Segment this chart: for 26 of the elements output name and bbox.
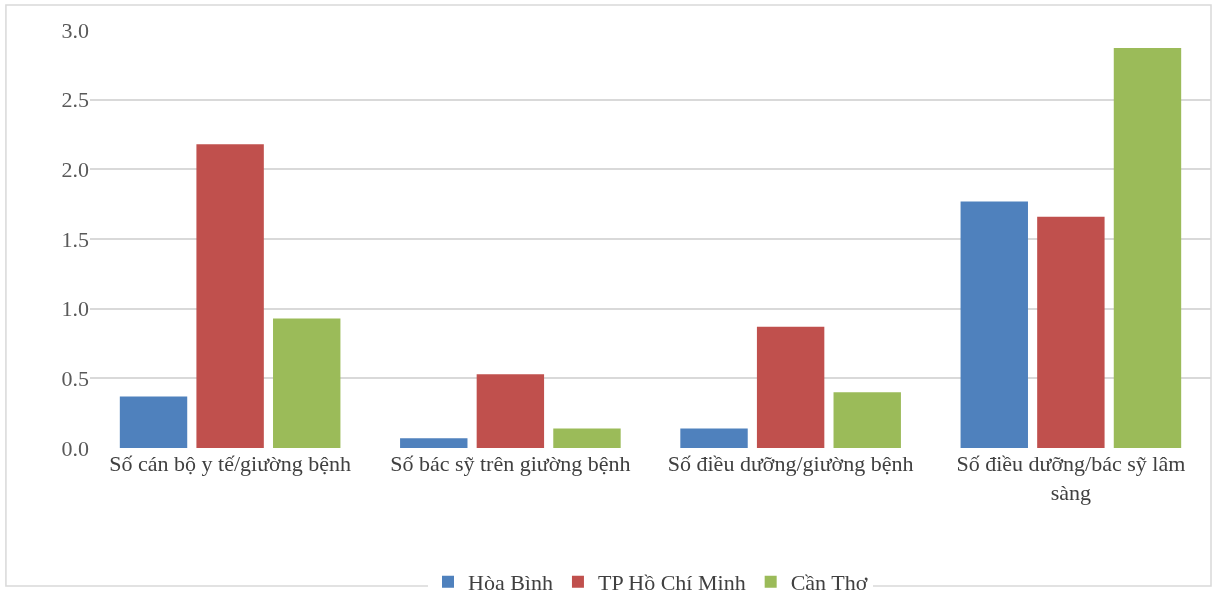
- x-tick-label: Số điều dưỡng/giường bệnh: [667, 451, 914, 476]
- bar: [680, 428, 748, 448]
- legend-label: TP Hồ Chí Minh: [597, 570, 746, 596]
- y-tick-label: 1.0: [61, 296, 89, 322]
- y-tick-label: 3.0: [61, 17, 89, 43]
- bar: [553, 428, 621, 448]
- legend-label: Hòa Bình: [468, 570, 553, 596]
- legend-label: Cần Thơ: [790, 570, 868, 596]
- bar: [400, 438, 468, 448]
- y-tick-label: 2.5: [61, 87, 89, 113]
- bar: [1037, 216, 1105, 448]
- bar: [273, 318, 341, 448]
- y-tick-label: 0.5: [61, 366, 89, 392]
- bar: [960, 201, 1028, 448]
- y-tick-label: 2.0: [61, 157, 89, 183]
- x-tick-label: Số điều dưỡng/bác sỹ lâm sàng: [956, 451, 1186, 505]
- bar: [119, 396, 188, 448]
- bar: [1113, 48, 1182, 448]
- y-tick-label: 0.0: [61, 435, 89, 461]
- bar: [196, 144, 264, 448]
- y-tick-label: 1.5: [61, 226, 89, 252]
- x-tick-label: Số bác sỹ trên giường bệnh: [390, 451, 631, 476]
- bar: [756, 326, 825, 448]
- bar: [833, 392, 901, 448]
- x-tick-label: Số cán bộ y tế/giường bệnh: [109, 451, 351, 476]
- bar: [476, 374, 545, 448]
